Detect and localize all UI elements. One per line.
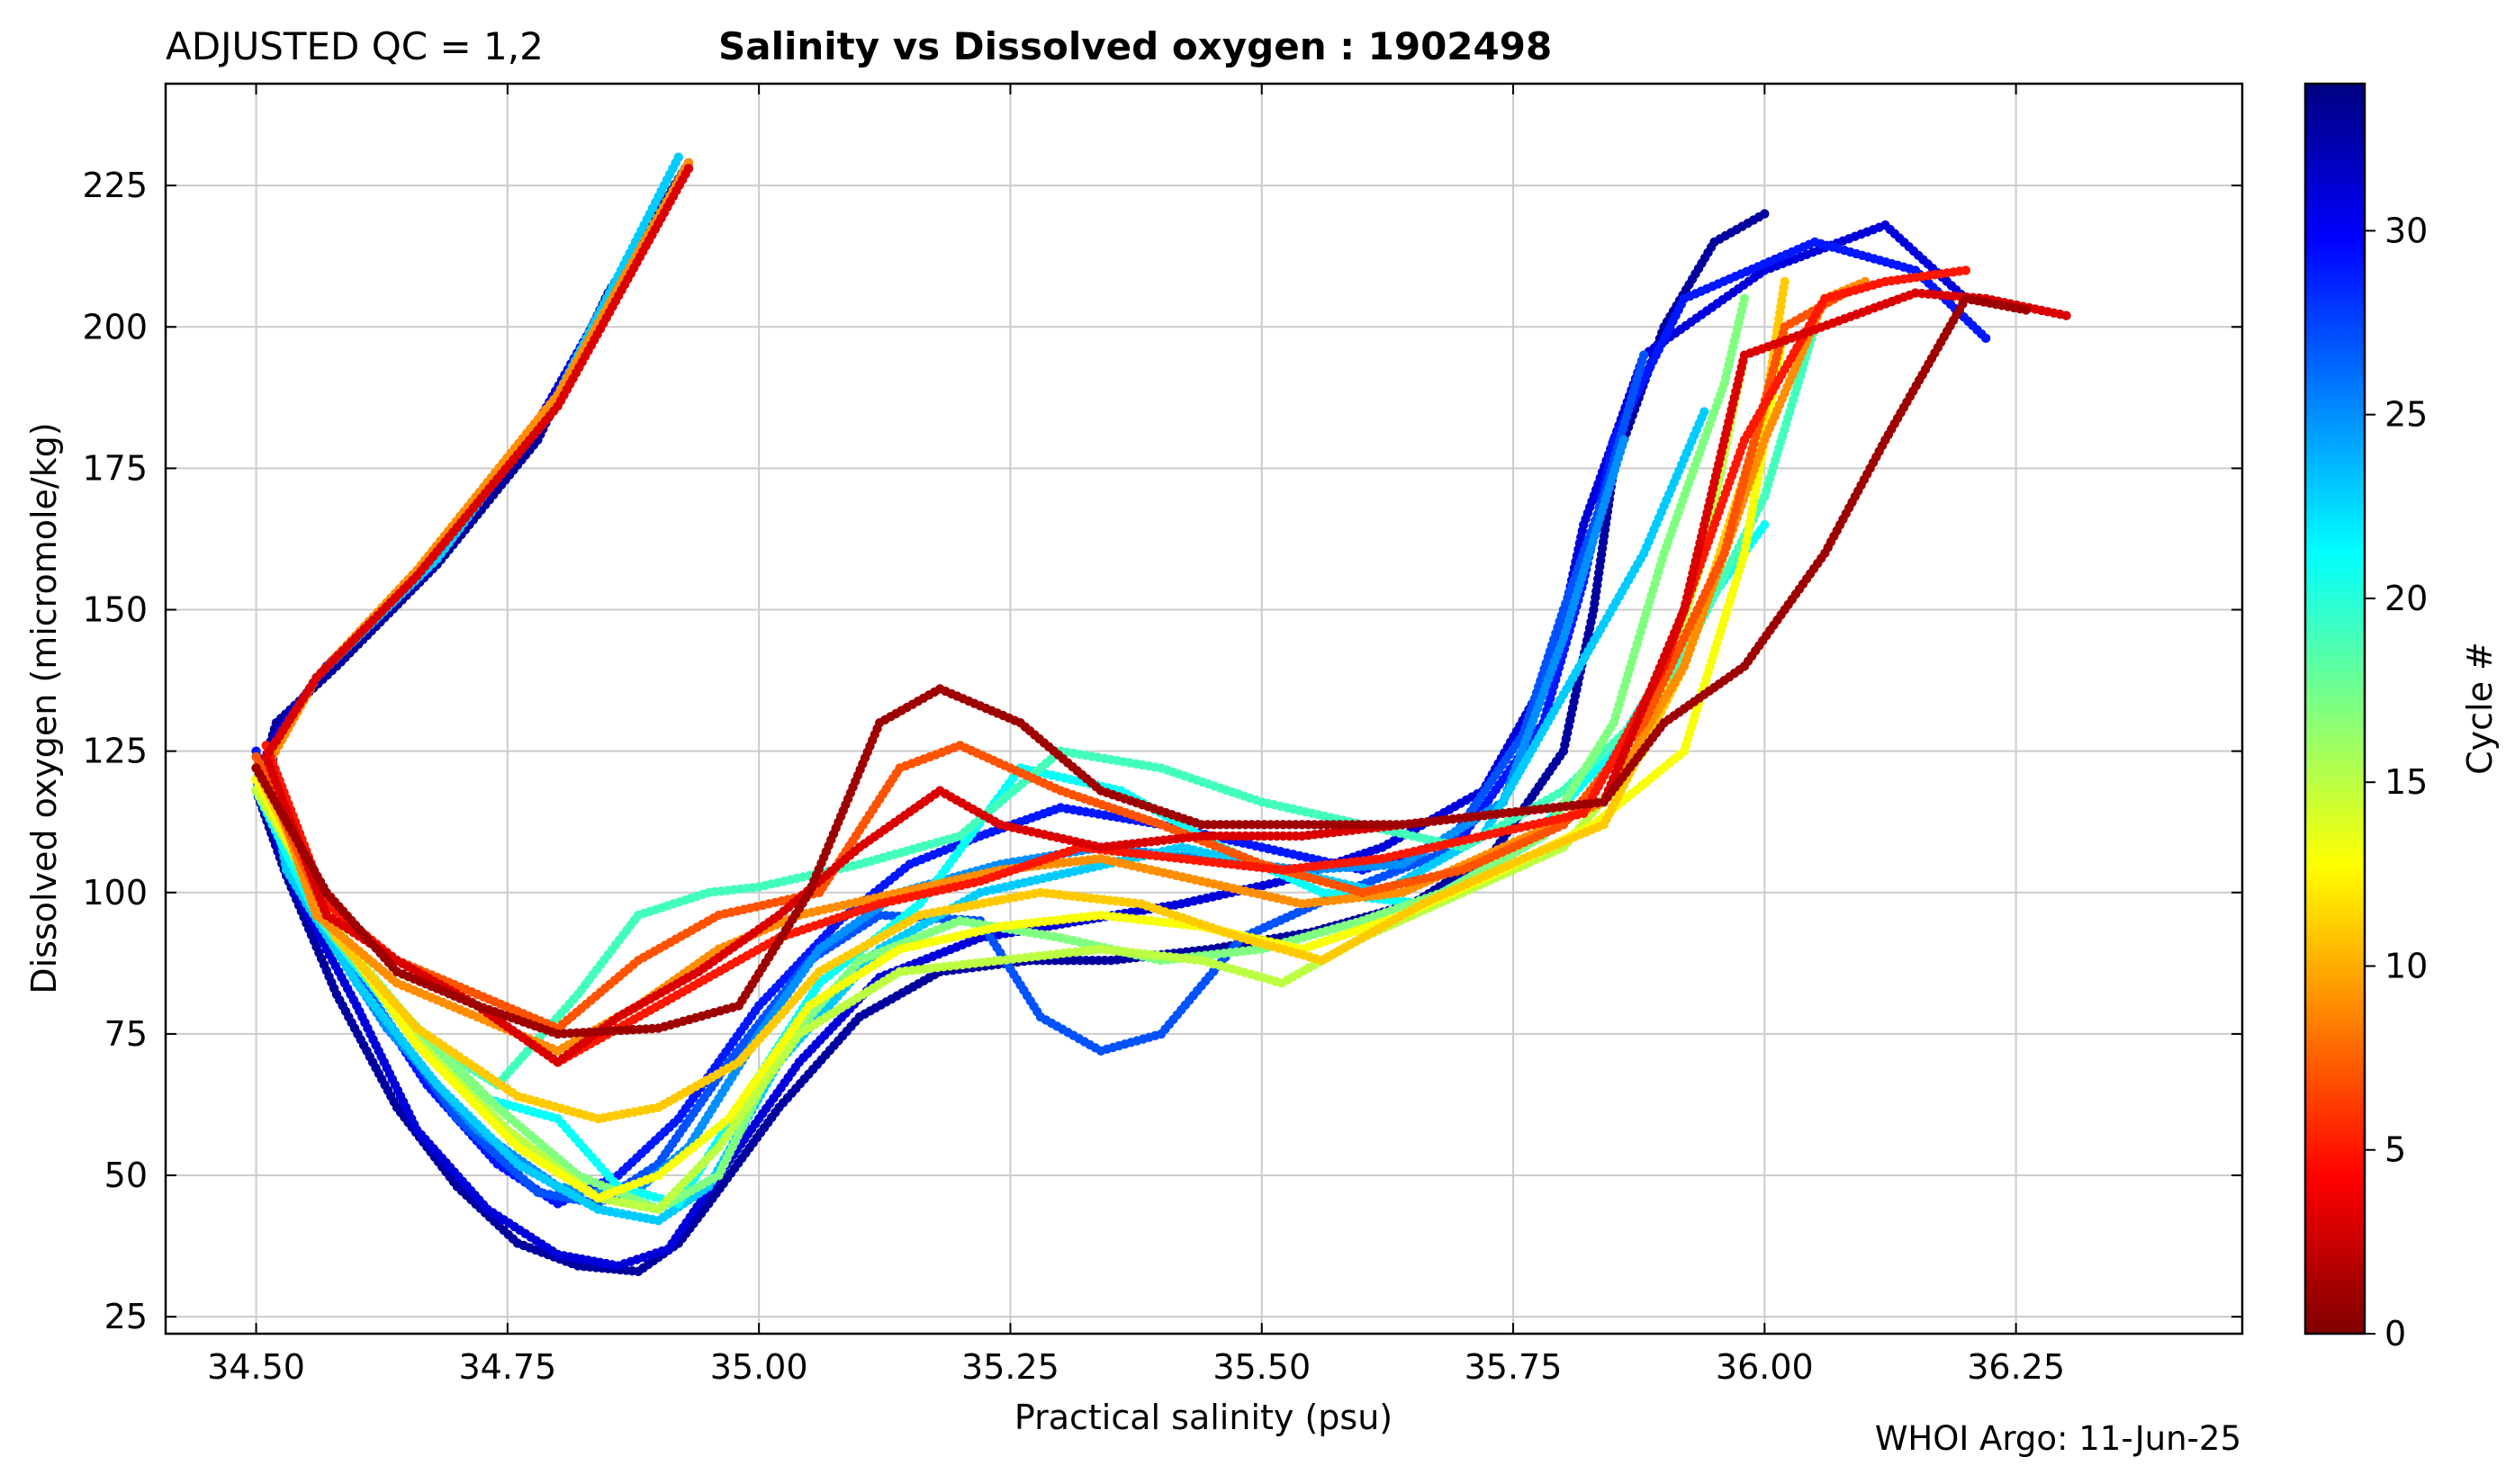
data-point bbox=[1760, 520, 1770, 530]
chart-title: Salinity vs Dissolved oxygen : 1902498 bbox=[718, 24, 1552, 68]
data-point bbox=[1780, 276, 1789, 287]
data-point bbox=[1980, 333, 1991, 344]
cycle-series bbox=[251, 322, 1820, 1090]
data-point bbox=[1760, 209, 1770, 219]
scatter-points bbox=[251, 152, 2071, 1277]
data-point bbox=[1639, 350, 1649, 360]
data-point bbox=[1739, 293, 1750, 304]
data-point bbox=[1699, 407, 1709, 417]
data-point bbox=[1618, 435, 1629, 445]
qc-label: ADJUSTED QC = 1,2 bbox=[166, 24, 544, 68]
